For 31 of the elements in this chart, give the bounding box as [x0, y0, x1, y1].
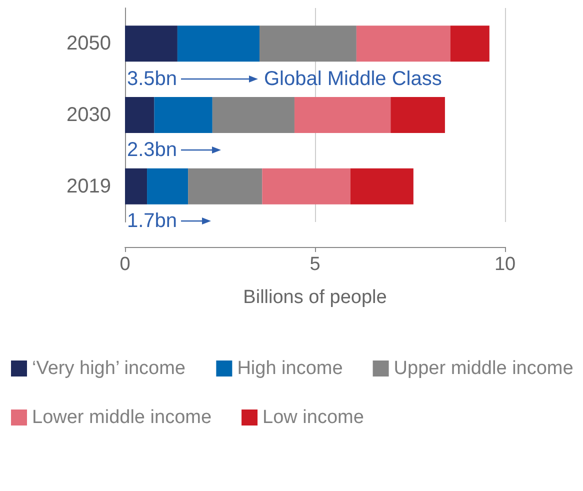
- x-tick-label: 0: [120, 254, 130, 275]
- bar: [260, 26, 356, 62]
- legend-label: Low income: [262, 407, 364, 428]
- bar: [294, 97, 391, 133]
- y-tick-label: 2030: [66, 104, 111, 126]
- bar: [188, 168, 262, 204]
- bar: [212, 97, 294, 133]
- legend-label: Upper middle income: [394, 358, 574, 379]
- bar: [356, 26, 450, 62]
- legend-label: ‘Very high’ income: [32, 358, 186, 379]
- legend-label: Lower middle income: [32, 407, 212, 428]
- annotation: 2.3bn: [127, 138, 178, 162]
- y-tick-label: 2019: [66, 175, 111, 198]
- annotation: Global Middle Class: [264, 66, 442, 91]
- bar: [262, 168, 350, 204]
- bar: [450, 26, 490, 62]
- x-tick-label: 5: [310, 254, 320, 275]
- annotation: 1.7bn: [127, 209, 178, 234]
- bar: [177, 26, 260, 62]
- bar: [390, 97, 445, 133]
- x-axis-title: Billions of people: [243, 287, 387, 308]
- legend-label: High income: [237, 358, 343, 379]
- bar: [125, 26, 178, 62]
- bar: [147, 168, 188, 204]
- bar: [154, 97, 212, 133]
- bar: [350, 168, 414, 204]
- y-tick-label: 2050: [66, 32, 111, 55]
- annotation: 3.5bn: [127, 66, 178, 91]
- x-tick-label: 10: [494, 254, 516, 275]
- bar: [125, 97, 154, 133]
- bar: [125, 168, 148, 204]
